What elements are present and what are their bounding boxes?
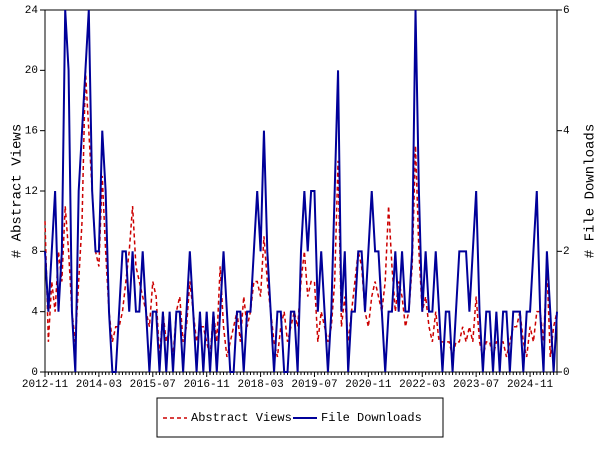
- y2-tick-label: 4: [563, 126, 570, 138]
- x-tick-label: 2020-11: [345, 379, 392, 391]
- y-tick-label: 8: [31, 246, 38, 258]
- legend-label: File Downloads: [321, 411, 422, 425]
- x-tick-label: 2019-07: [291, 379, 337, 391]
- y-tick-label: 4: [31, 307, 38, 319]
- y-axis-label: # Abstract Views: [10, 124, 26, 258]
- y-tick-label: 0: [31, 367, 38, 379]
- y-tick-label: 16: [25, 126, 38, 138]
- x-tick-label: 2022-03: [399, 379, 445, 391]
- legend-label: Abstract Views: [191, 411, 292, 425]
- y2-tick-label: 6: [563, 5, 570, 17]
- y-tick-label: 24: [25, 5, 39, 17]
- x-tick-label: 2024-11: [507, 379, 554, 391]
- x-tick-label: 2018-03: [237, 379, 283, 391]
- y-tick-label: 12: [25, 186, 38, 198]
- series-line: [44, 9, 558, 373]
- x-tick-label: 2016-11: [184, 379, 231, 391]
- x-tick-label: 2012-11: [22, 379, 69, 391]
- y-tick-label: 20: [25, 65, 38, 77]
- y2-tick-label: 0: [563, 367, 570, 379]
- x-tick-label: 2015-07: [130, 379, 176, 391]
- x-tick-label: 2014-03: [76, 379, 122, 391]
- legend-box: [156, 397, 444, 438]
- y2-axis-label: # File Downloads: [583, 124, 599, 258]
- y2-tick-label: 2: [563, 246, 570, 258]
- x-tick-label: 2023-07: [453, 379, 499, 391]
